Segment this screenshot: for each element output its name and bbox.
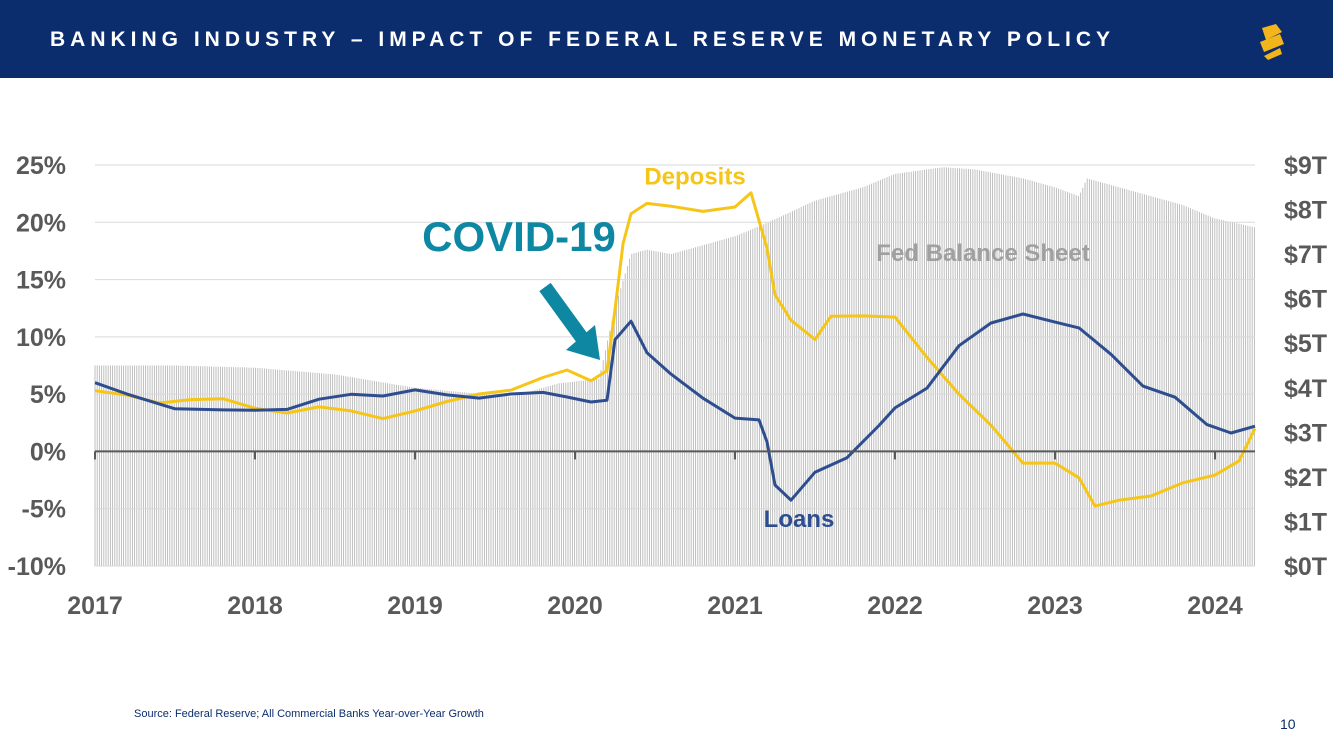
y-right-tick-label: $4T (1284, 375, 1327, 403)
deposits-label: Deposits (644, 163, 745, 190)
covid-arrow-head (566, 325, 600, 360)
y-right-tick-label: $5T (1284, 330, 1327, 358)
covid-arrow-shaft (539, 282, 588, 343)
fed-balance-sheet-label: Fed Balance Sheet (876, 240, 1089, 267)
x-tick-label: 2018 (227, 592, 283, 620)
y-right-tick-label: $1T (1284, 508, 1327, 536)
covid-arrow-icon (539, 282, 600, 360)
x-tick-label: 2022 (867, 592, 923, 620)
y-right-tick-label: $2T (1284, 464, 1327, 492)
y-left-tick-label: 25% (16, 152, 66, 180)
x-tick-label: 2017 (67, 592, 123, 620)
loans-line (94, 312, 1256, 502)
fed-balance-sheet-bars (94, 167, 1255, 566)
page-number: 10 (1280, 716, 1296, 732)
x-tick-label: 2019 (387, 592, 443, 620)
y-right-tick-label: $7T (1284, 241, 1327, 269)
x-tick-label: 2021 (707, 592, 763, 620)
y-left-tick-label: 20% (16, 209, 66, 237)
y-left-tick-label: 10% (16, 324, 66, 352)
header-bar: BANKING INDUSTRY – IMPACT OF FEDERAL RES… (0, 0, 1333, 78)
y-left-tick-label: 15% (16, 267, 66, 295)
loans-label: Loans (764, 506, 835, 533)
page-title: BANKING INDUSTRY – IMPACT OF FEDERAL RES… (50, 28, 1116, 51)
gridlines (95, 164, 1255, 567)
y-right-tick-label: $6T (1284, 286, 1327, 314)
y-right-tick-label: $9T (1284, 152, 1327, 180)
y-right-tick-label: $8T (1284, 197, 1327, 225)
y-left-tick-label: -5% (22, 496, 66, 524)
chart: 2017 2018 2019 2020 2021 2022 2023 2024 -10% -5% 0… (8, 152, 1327, 620)
y-right-tick-label: $3T (1284, 419, 1327, 447)
source-note: Source: Federal Reserve; All Commercial … (134, 708, 484, 720)
fed-balance-sheet-area (94, 167, 1255, 566)
logo-icon (1260, 24, 1284, 60)
x-tick-label: 2024 (1187, 592, 1243, 620)
y-left-tick-label: -10% (8, 553, 66, 581)
deposits-line (94, 191, 1257, 508)
covid-19-label: COVID-19 (422, 213, 616, 260)
x-tick-label: 2023 (1027, 592, 1083, 620)
x-tick-label: 2020 (547, 592, 603, 620)
y-left-tick-label: 5% (30, 381, 66, 409)
y-left-tick-label: 0% (30, 438, 66, 466)
y-right-tick-label: $0T (1284, 553, 1327, 581)
